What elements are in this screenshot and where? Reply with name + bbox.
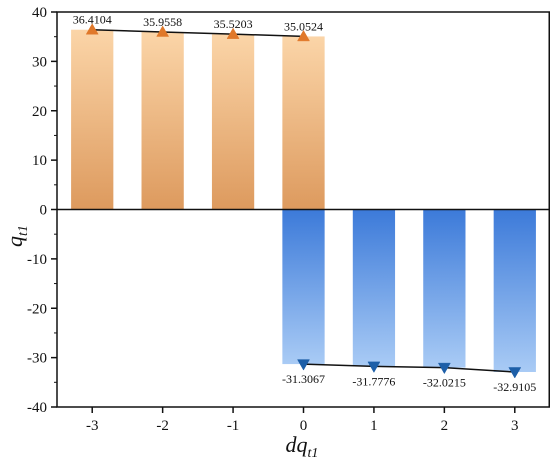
bars-layer bbox=[71, 29, 536, 372]
x-axis-title-base: dq bbox=[286, 432, 308, 457]
negative-trend-line bbox=[303, 363, 515, 373]
triangle-up-marker-0 bbox=[85, 23, 99, 35]
y-tick-label-4: 0 bbox=[40, 203, 48, 219]
y-tick-label-7: -30 bbox=[27, 351, 47, 367]
positive-bar-1 bbox=[141, 31, 184, 210]
y-tick-label-2: 20 bbox=[32, 104, 47, 120]
y-tick-label-8: -40 bbox=[27, 400, 47, 416]
negative-data-label-1: -31.7776 bbox=[352, 374, 395, 388]
x-tick-label-6: 3 bbox=[511, 418, 519, 434]
trend-lines bbox=[92, 28, 515, 373]
negative-data-label-3: -32.9105 bbox=[493, 380, 536, 394]
x-axis-title: dqt1 bbox=[286, 432, 319, 461]
x-tick-label-4: 1 bbox=[370, 418, 378, 434]
triangle-up-marker-1 bbox=[156, 25, 170, 37]
x-tick-label-0: -3 bbox=[86, 418, 99, 434]
data-labels: 36.4104 35.9558 35.5203 35.0524 -31.3067 -31.… bbox=[73, 13, 537, 394]
x-tick-label-5: 2 bbox=[441, 418, 449, 434]
y-tick-label-6: -20 bbox=[27, 301, 47, 317]
y-tick-label-0: 40 bbox=[32, 5, 47, 21]
y-tick-label-5: -10 bbox=[27, 252, 47, 268]
x-axis-title-sub: t1 bbox=[308, 446, 319, 461]
negative-bar-0 bbox=[282, 209, 325, 365]
y-axis-title-sub: t1 bbox=[16, 225, 31, 236]
negative-bar-1 bbox=[352, 209, 396, 367]
triangle-down-marker-3 bbox=[508, 367, 522, 379]
positive-bar-2 bbox=[211, 34, 255, 210]
triangle-up-marker-2 bbox=[226, 27, 240, 39]
positive-data-label-3: 35.0524 bbox=[284, 19, 323, 33]
negative-bar-3 bbox=[493, 209, 536, 372]
y-tick-label-3: 10 bbox=[32, 153, 47, 169]
negative-bar-2 bbox=[423, 209, 466, 368]
positive-data-label-2: 35.5203 bbox=[214, 17, 253, 31]
x-tick-label-1: -2 bbox=[156, 418, 169, 434]
negative-data-label-0: -31.3067 bbox=[282, 372, 325, 386]
triangle-down-marker-1 bbox=[367, 361, 381, 373]
triangle-down-marker-2 bbox=[437, 362, 451, 375]
positive-data-label-1: 35.9558 bbox=[143, 15, 182, 29]
x-tick-label-2: -1 bbox=[227, 418, 240, 434]
positive-bar-3 bbox=[282, 36, 325, 210]
positive-bar-0 bbox=[71, 29, 114, 210]
y-axis-title: qt1 bbox=[2, 225, 31, 247]
positive-data-label-0: 36.4104 bbox=[73, 13, 112, 27]
positive-trend-line bbox=[92, 28, 304, 38]
negative-data-label-2: -32.0215 bbox=[423, 376, 466, 390]
triangle-down-marker-0 bbox=[297, 359, 310, 371]
triangle-up-marker-3 bbox=[297, 29, 310, 42]
x-tick-label-3: 0 bbox=[300, 418, 308, 434]
y-axis-title-base: q bbox=[2, 236, 27, 247]
data-markers bbox=[85, 23, 522, 379]
y-tick-label-1: 30 bbox=[32, 54, 47, 70]
